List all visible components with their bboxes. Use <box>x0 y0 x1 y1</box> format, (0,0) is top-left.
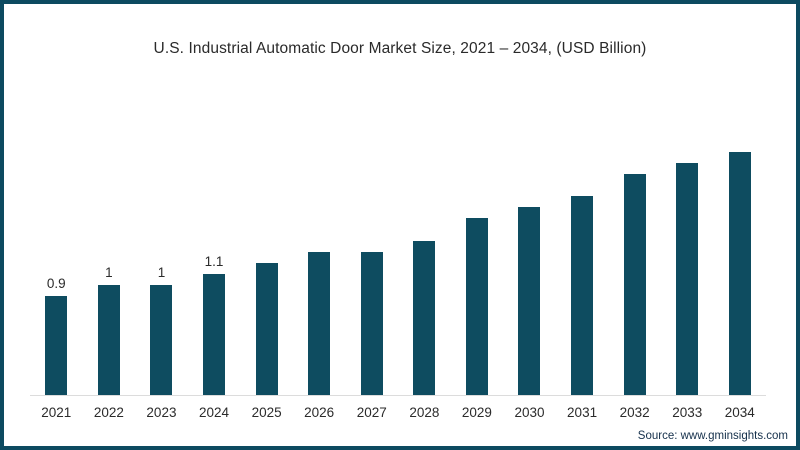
x-axis-tick-label: 2033 <box>672 405 703 420</box>
bar <box>413 241 436 396</box>
bar-column: 1.1 <box>188 253 241 396</box>
bar-column <box>398 241 451 396</box>
x-axis-tick-label: 2022 <box>93 405 124 420</box>
x-axis-tick-label: 2026 <box>304 405 335 420</box>
bar-column <box>293 252 346 396</box>
x-axis-tick-label: 2025 <box>251 405 282 420</box>
x-axis-tick-label: 2028 <box>409 405 440 420</box>
bar-value-label: 0.9 <box>46 275 66 291</box>
bar <box>97 285 120 396</box>
bar <box>465 218 488 396</box>
chart-title: U.S. Industrial Automatic Door Market Si… <box>153 40 647 57</box>
bar-column <box>345 252 398 396</box>
x-axis-tick-label: 2030 <box>514 405 545 420</box>
bar <box>255 263 278 396</box>
bar <box>676 163 699 396</box>
bar <box>203 274 226 396</box>
bar-column <box>503 207 556 396</box>
bar-column <box>714 152 767 396</box>
bar-chart-plot-area: 0.9 1 1 1.1 <box>30 86 766 396</box>
bar-value-label: 1.1 <box>204 253 224 269</box>
bar <box>360 252 383 396</box>
bar-column <box>240 263 293 396</box>
bar-value-label: 1 <box>105 264 113 280</box>
x-axis-tick-label: 2024 <box>199 405 230 420</box>
x-axis-tick-label: 2034 <box>724 405 755 420</box>
bar <box>728 152 751 396</box>
source-attribution: Source: www.gminsights.com <box>637 430 788 442</box>
bar <box>308 252 331 396</box>
x-axis-tick-label: 2027 <box>356 405 387 420</box>
bar <box>623 174 646 396</box>
x-axis-tick-label: 2032 <box>619 405 650 420</box>
x-axis-tick-labels: 2021 2022 2023 2024 2025 2026 2027 2028 2029 2030… <box>30 405 766 420</box>
x-axis-line <box>30 395 766 396</box>
bar <box>518 207 541 396</box>
x-axis-tick-label: 2031 <box>567 405 598 420</box>
bar <box>45 296 68 396</box>
bar-column <box>608 174 661 396</box>
bar-column <box>451 218 504 396</box>
bar <box>571 196 594 396</box>
x-axis-tick-label: 2029 <box>461 405 492 420</box>
bar <box>150 285 173 396</box>
x-axis-tick-label: 2021 <box>41 405 72 420</box>
x-axis-tick-label: 2023 <box>146 405 177 420</box>
bar-column: 1 <box>135 264 188 396</box>
bar-column: 1 <box>83 264 136 396</box>
bar-column <box>661 163 714 396</box>
bar-column <box>556 196 609 396</box>
bar-column: 0.9 <box>30 275 83 396</box>
bar-value-label: 1 <box>157 264 166 280</box>
